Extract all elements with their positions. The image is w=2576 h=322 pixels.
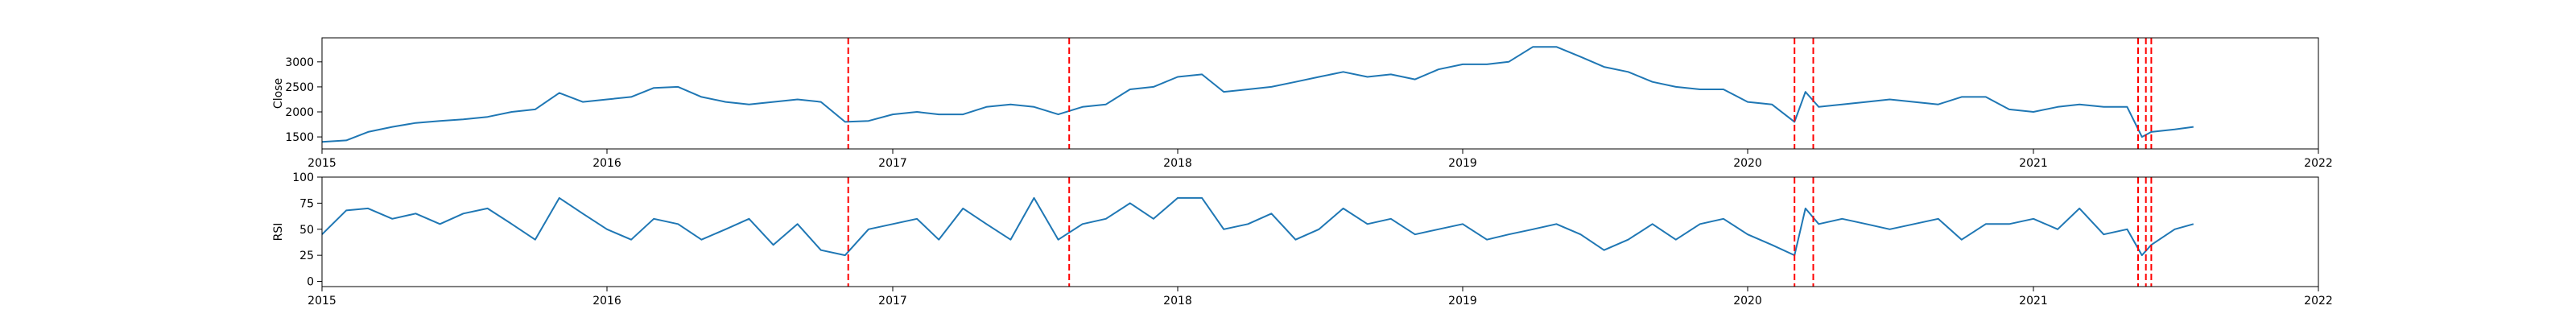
close-x-tick-label-2: 2017 (878, 157, 907, 170)
rsi-x-tick-label-2: 2017 (878, 295, 907, 308)
rsi-line-0 (321, 196, 2194, 257)
close-x-tick-label-3: 2018 (1163, 157, 1192, 170)
rsi-plot-frame (321, 176, 2319, 287)
rsi-y-tick-label-2: 50 (299, 224, 314, 237)
rsi-y-axis-label: RSI (272, 223, 285, 242)
rsi-x-tick-label-3: 2018 (1163, 295, 1192, 308)
close-y-axis-label: Close (272, 78, 285, 109)
rsi-x-tick-label-0: 2015 (308, 295, 336, 308)
close-line-0 (321, 46, 2194, 143)
close-y-tick-label-2: 2500 (285, 81, 314, 94)
rsi-y-tick-label-0: 0 (307, 276, 314, 289)
close-price-series (321, 46, 2194, 143)
rsi-x-tick-label-1: 2016 (592, 295, 621, 308)
close-y-axis: 1500 2000 2500 3000 (285, 56, 322, 144)
close-y-tick-label-1: 2000 (285, 106, 314, 119)
rsi-x-tick-label-7: 2022 (2304, 295, 2333, 308)
rsi-x-tick-label-4: 2019 (1448, 295, 1477, 308)
close-x-tick-label-0: 2015 (308, 157, 336, 170)
close-x-tick-label-6: 2021 (2019, 157, 2048, 170)
close-plot-frame (321, 37, 2319, 150)
event-markers (847, 38, 2153, 149)
rsi-chart: 2015 2016 2017 2018 2019 2020 2021 2022 0 25 50 75… (272, 171, 2333, 308)
rsi-series (321, 196, 2194, 257)
event-markers (847, 177, 2153, 287)
rsi-y-tick-label-4: 100 (292, 171, 314, 184)
rsi-x-tick-label-6: 2021 (2019, 295, 2048, 308)
close-x-tick-label-1: 2016 (592, 157, 621, 170)
rsi-y-tick-label-3: 75 (299, 197, 314, 210)
close-price-chart: 2015 2016 2017 2018 2019 2020 2021 2022 1500 200… (272, 37, 2333, 170)
close-x-tick-label-5: 2020 (1733, 157, 1762, 170)
close-x-tick-label-7: 2022 (2304, 157, 2333, 170)
close-x-axis: 2015 2016 2017 2018 2019 2020 2021 2022 (308, 149, 2333, 170)
rsi-x-tick-label-5: 2020 (1733, 295, 1762, 308)
close-y-tick-label-0: 1500 (285, 131, 314, 144)
close-x-tick-label-4: 2019 (1448, 157, 1477, 170)
rsi-x-axis: 2015 2016 2017 2018 2019 2020 2021 2022 (308, 287, 2333, 308)
rsi-y-axis: 0 25 50 75 100 (292, 171, 322, 289)
rsi-y-tick-label-1: 25 (299, 250, 314, 262)
close-y-tick-label-3: 3000 (285, 56, 314, 69)
